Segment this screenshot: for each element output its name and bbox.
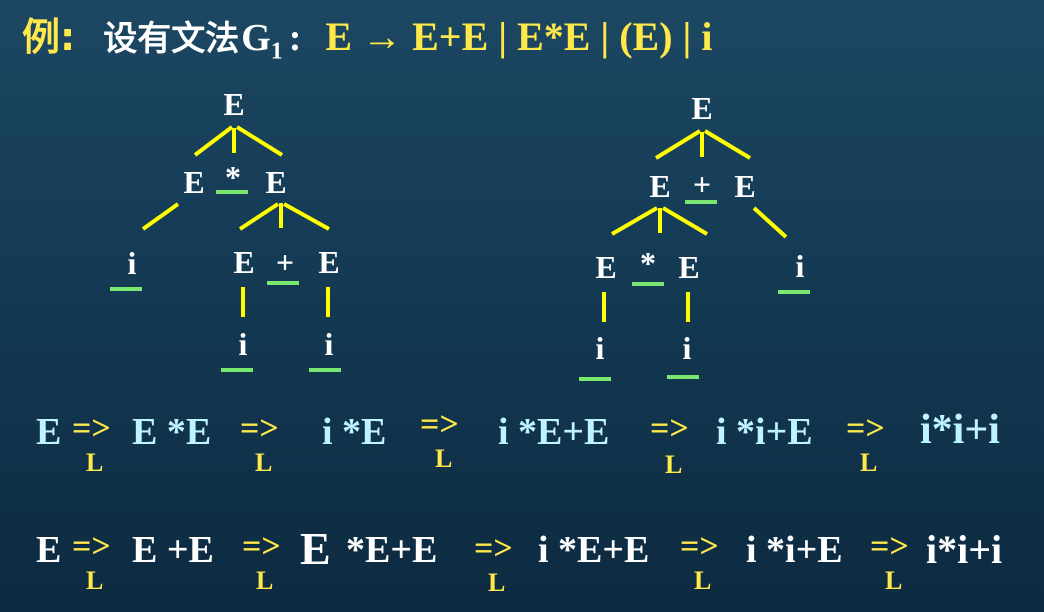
derivation1-arrow-2: => — [240, 410, 279, 447]
tree1-l3-left: i — [239, 326, 248, 362]
grammar-lead-text: 设有文法 — [103, 19, 240, 59]
tree1-l2-op: + — [276, 244, 294, 280]
tree1-branch-left-i — [141, 202, 180, 231]
derivation2-sub-4: L — [694, 566, 712, 595]
derivation1-sub-1: L — [86, 448, 104, 477]
tree2-l3-left: i — [596, 330, 605, 366]
example-label: 例: — [22, 15, 76, 59]
derivation1-arrow-1: => — [72, 410, 111, 447]
derivation2-start: E — [36, 529, 62, 571]
derivation2-step-2-tail: *E+E — [346, 529, 438, 571]
tree2-underline-plus — [685, 200, 717, 204]
derivation1-arrow-3: => — [420, 406, 459, 443]
tree1-underline-star — [216, 190, 248, 194]
derivation2-step-2-head: E — [300, 523, 331, 574]
derivation1-step-1: E *E — [132, 411, 212, 453]
tree1-underline-i — [110, 287, 142, 291]
tree2-branch-root-right — [703, 129, 752, 160]
derivation1-step-5: i*i+i — [920, 407, 1000, 453]
derivation1-arrow-5: => — [846, 410, 885, 447]
tree1-branches — [141, 125, 330, 317]
parse-tree-1: E E * E i E + E i i — [110, 86, 341, 372]
tree2-underline-i-left — [579, 377, 611, 381]
derivation1-sub-4: L — [665, 450, 683, 479]
tree1-branch-root-right — [235, 125, 284, 157]
tree1-l1-right: E — [265, 164, 286, 200]
derivation1-sub-2: L — [255, 448, 273, 477]
tree1-l2-right: E — [318, 244, 339, 280]
derivation2-step-3: i *E+E — [538, 529, 650, 571]
grammar-letter: G — [241, 17, 271, 59]
derivation2-sub-2: L — [256, 566, 274, 595]
tree2-l1-right: E — [734, 168, 755, 204]
tree2-root: E — [691, 90, 712, 126]
grammar-subscript: 1 — [270, 38, 283, 65]
derivation1-start: E — [36, 411, 62, 453]
derivation1-step-3: i *E+E — [498, 411, 610, 453]
derivation1-sub-3: L — [435, 444, 453, 473]
derivation2-sub-1: L — [86, 566, 104, 595]
tree2-branch-root-left — [654, 129, 702, 160]
derivation2-step-5: i*i+i — [926, 527, 1003, 572]
tree2-underline-i-right — [667, 375, 699, 379]
derivation2-arrow-5: => — [870, 528, 909, 565]
derivation1-step-4: i *i+E — [716, 411, 813, 453]
tree2-underline-star — [632, 282, 664, 286]
derivation2-arrow-3: => — [474, 530, 513, 567]
tree1-branch-right-right — [283, 202, 330, 231]
tree1-underline-i-right — [309, 368, 341, 372]
tree1-l1-op: * — [225, 159, 241, 195]
derivation2-step-1: E +E — [132, 529, 214, 571]
tree2-terminal-underlines — [579, 200, 810, 381]
derivation2-sub-3: L — [488, 568, 506, 597]
tree1-underline-plus — [267, 281, 299, 285]
tree2-l3-right: i — [683, 330, 692, 366]
tree2-branch-left-left — [610, 206, 659, 236]
tree2-l2-right: E — [678, 249, 699, 285]
tree1-l1-left: E — [183, 164, 204, 200]
parse-tree-2: E E + E E * E i i i — [579, 90, 810, 381]
title-row: 例: 设有文法 G1 : E → E+E | E*E | (E) | i — [22, 6, 712, 70]
derivation1-arrow-4: => — [650, 410, 689, 447]
tree1-l2-leaf: i — [128, 245, 137, 281]
tree2-branches — [602, 129, 788, 322]
tree2-l2-left: E — [595, 249, 616, 285]
derivation2-arrow-2: => — [242, 528, 281, 565]
tree1-branch-root-left — [193, 125, 234, 157]
tree2-branch-left-right — [661, 206, 709, 236]
tree2-branch-right-i — [752, 206, 788, 239]
tree2-underline-i — [778, 290, 810, 294]
grammar-production: E → E+E | E*E | (E) | i — [325, 14, 713, 59]
derivation2-arrow-4: => — [680, 528, 719, 565]
derivation1-step-2: i *E — [322, 411, 387, 453]
derivation2-arrow-1: => — [72, 528, 111, 565]
tree2-l1-op: + — [693, 166, 711, 202]
grammar-name: G1 — [241, 16, 283, 66]
grammar-colon: : — [288, 17, 302, 59]
tree1-l2-left: E — [233, 244, 254, 280]
tree2-l2-leaf: i — [796, 248, 805, 284]
tree1-l3-right: i — [325, 326, 334, 362]
tree1-branch-right-left — [238, 202, 280, 231]
derivation1-sub-5: L — [860, 448, 878, 477]
tree2-l2-op: * — [640, 245, 656, 281]
tree1-underline-i-left — [221, 368, 253, 372]
derivation2-step-4: i *i+E — [746, 529, 843, 571]
derivation2-sub-5: L — [885, 566, 903, 595]
tree1-root: E — [223, 86, 244, 122]
tree2-l1-left: E — [649, 168, 670, 204]
tree1-terminal-underlines — [110, 190, 341, 372]
